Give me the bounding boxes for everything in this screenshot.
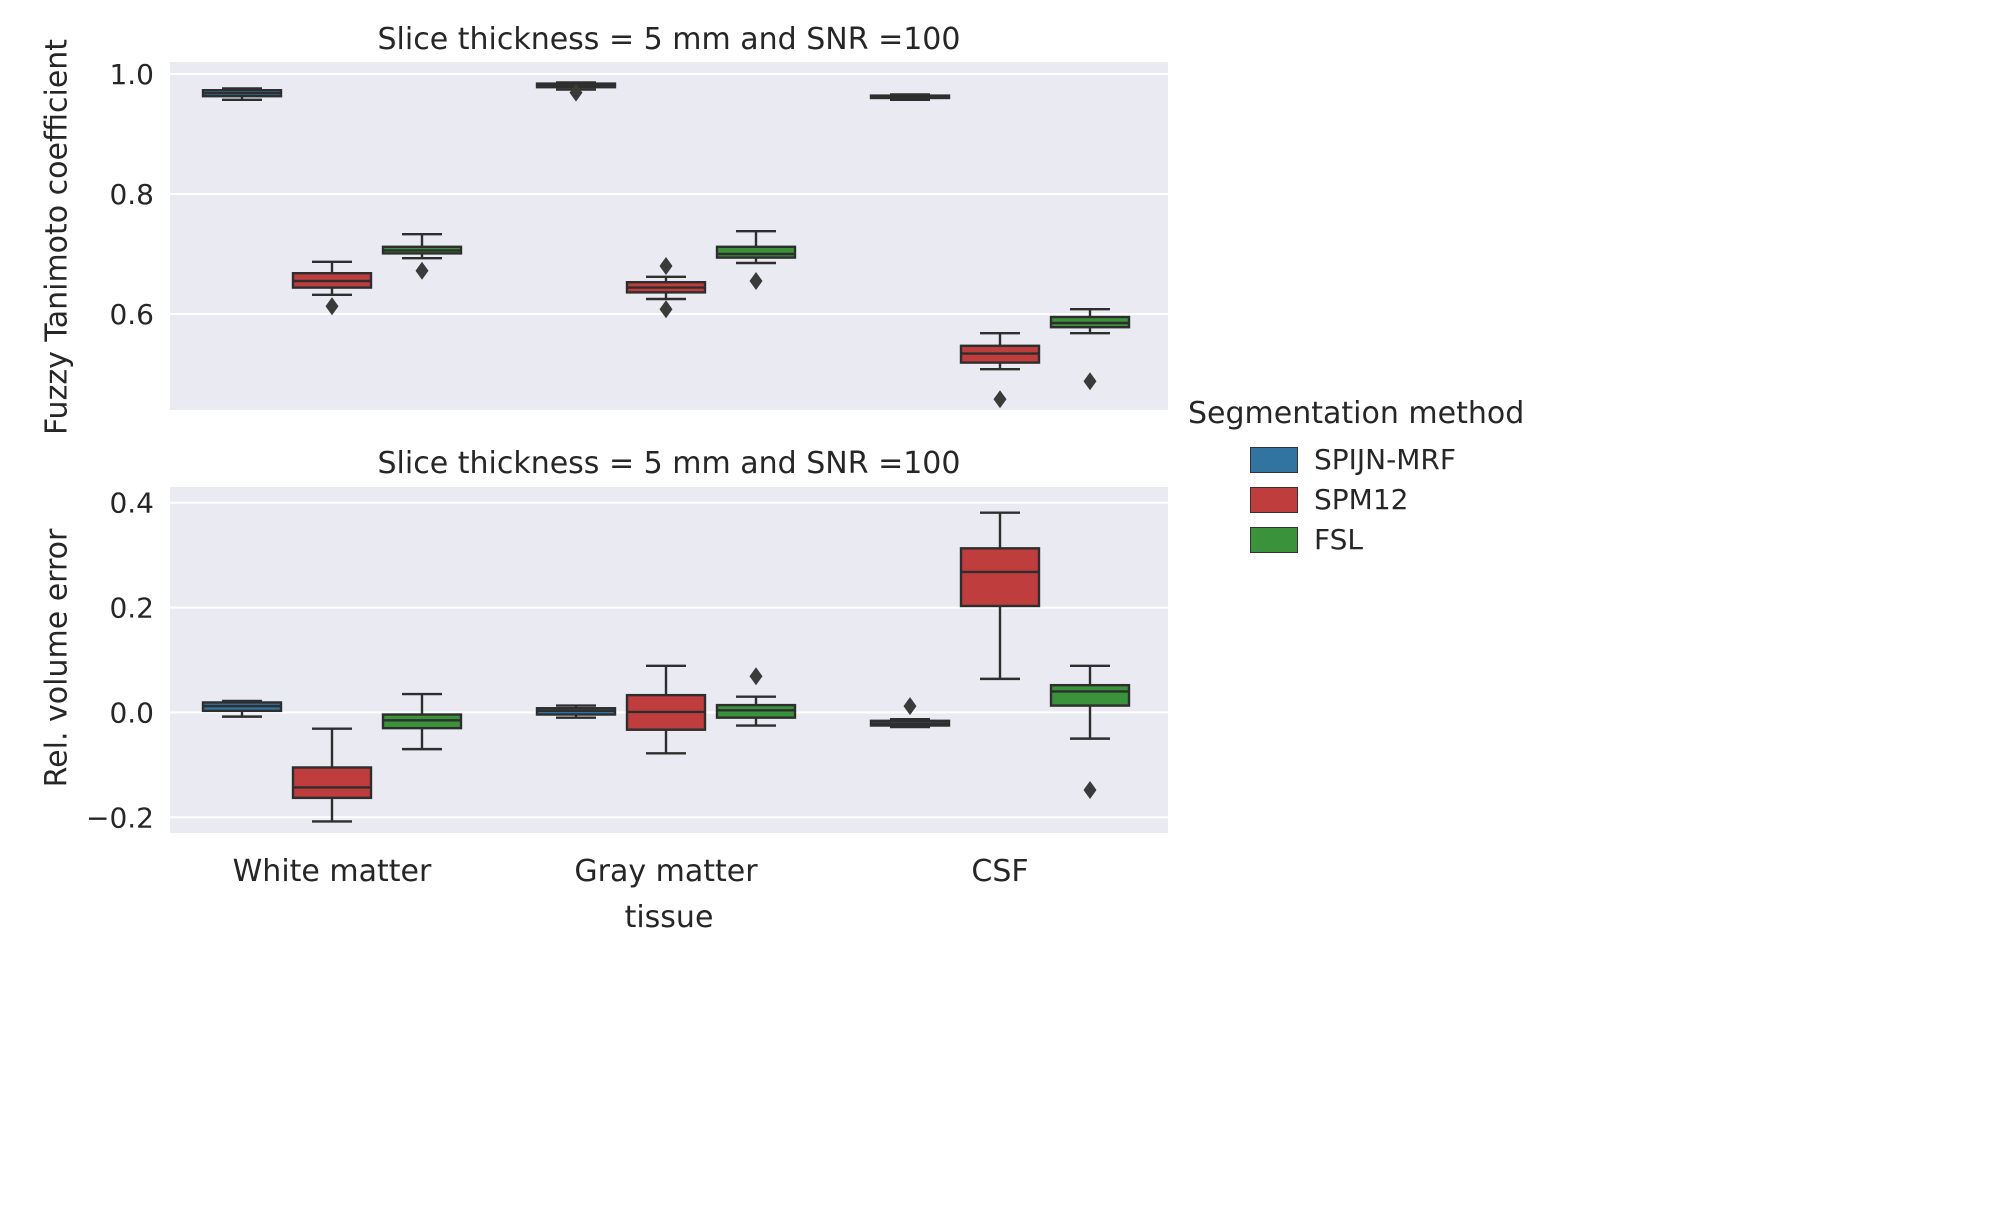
x-tick-csf: CSF xyxy=(971,854,1029,889)
y-axis-label-top: Fuzzy Tanimoto coefficient xyxy=(39,38,75,436)
outlier-marker xyxy=(659,257,673,275)
legend-entry-spijn-mrf: SPIJN-MRF xyxy=(1250,443,1524,476)
y-tick-label: 0.4 xyxy=(109,487,154,520)
x-tick-gray-matter: Gray matter xyxy=(574,854,758,889)
legend-label-fsl: FSL xyxy=(1314,523,1363,556)
outlier-marker xyxy=(1083,781,1097,800)
outlier-marker xyxy=(659,300,673,319)
y-tick-label: 0.6 xyxy=(109,298,154,331)
y-tick-label: 0.2 xyxy=(109,592,154,625)
outlier-marker xyxy=(993,390,1007,409)
box-SPIJN-MRF-White matter xyxy=(201,87,283,102)
legend-entry-spm12: SPM12 xyxy=(1250,483,1524,516)
box-FSL-White matter xyxy=(381,692,463,751)
outlier-marker xyxy=(1083,372,1097,391)
box-FSL-CSF xyxy=(1049,308,1131,391)
box-FSL-Gray matter xyxy=(715,667,797,727)
x-axis-label: tissue xyxy=(624,900,714,935)
box-SPM12-White matter xyxy=(291,727,373,823)
box-FSL-CSF xyxy=(1049,664,1131,800)
y-axis-label-bottom: Rel. volume error xyxy=(39,528,75,788)
box-SPM12-CSF xyxy=(959,511,1041,681)
box-SPIJN-MRF-Gray matter xyxy=(535,81,617,102)
subplot-title-top: Slice thickness = 5 mm and SNR =100 xyxy=(377,22,961,57)
legend-label-spijn-mrf: SPIJN-MRF xyxy=(1314,443,1456,476)
legend-swatch-fsl-icon xyxy=(1250,526,1298,553)
outlier-marker xyxy=(325,297,339,316)
y-tick-label: 0.8 xyxy=(109,178,154,211)
legend-title: Segmentation method xyxy=(1188,396,1525,431)
outlier-marker xyxy=(415,261,429,280)
outlier-marker xyxy=(749,667,763,686)
subplot-title-bottom: Slice thickness = 5 mm and SNR =100 xyxy=(377,446,961,481)
box-SPIJN-MRF-CSF xyxy=(869,697,951,729)
legend-swatch-spm12-icon xyxy=(1250,486,1298,513)
legend-entry-fsl: FSL xyxy=(1250,523,1524,556)
outlier-marker xyxy=(903,697,917,716)
box-FSL-Gray matter xyxy=(715,229,797,290)
box-SPM12-CSF xyxy=(959,332,1041,409)
y-tick-label: 0.0 xyxy=(109,696,154,729)
box-SPM12-Gray matter xyxy=(625,664,707,755)
box-SPM12-Gray matter xyxy=(625,257,707,319)
legend: Segmentation method SPIJN-MRF SPM12 FSL xyxy=(1188,396,1524,563)
box-SPIJN-MRF-Gray matter xyxy=(535,704,617,719)
x-tick-white-matter: White matter xyxy=(232,854,432,889)
box-FSL-White matter xyxy=(381,232,463,280)
outlier-marker xyxy=(749,272,763,290)
box-SPM12-White matter xyxy=(291,260,373,316)
box-SPIJN-MRF-CSF xyxy=(869,93,951,102)
y-tick-label: 1.0 xyxy=(109,58,154,91)
outlier-marker xyxy=(569,83,583,102)
box-SPIJN-MRF-White matter xyxy=(201,699,283,718)
legend-swatch-spijn-mrf-icon xyxy=(1250,446,1298,473)
legend-label-spm12: SPM12 xyxy=(1314,483,1409,516)
y-tick-label: −0.2 xyxy=(86,801,154,834)
